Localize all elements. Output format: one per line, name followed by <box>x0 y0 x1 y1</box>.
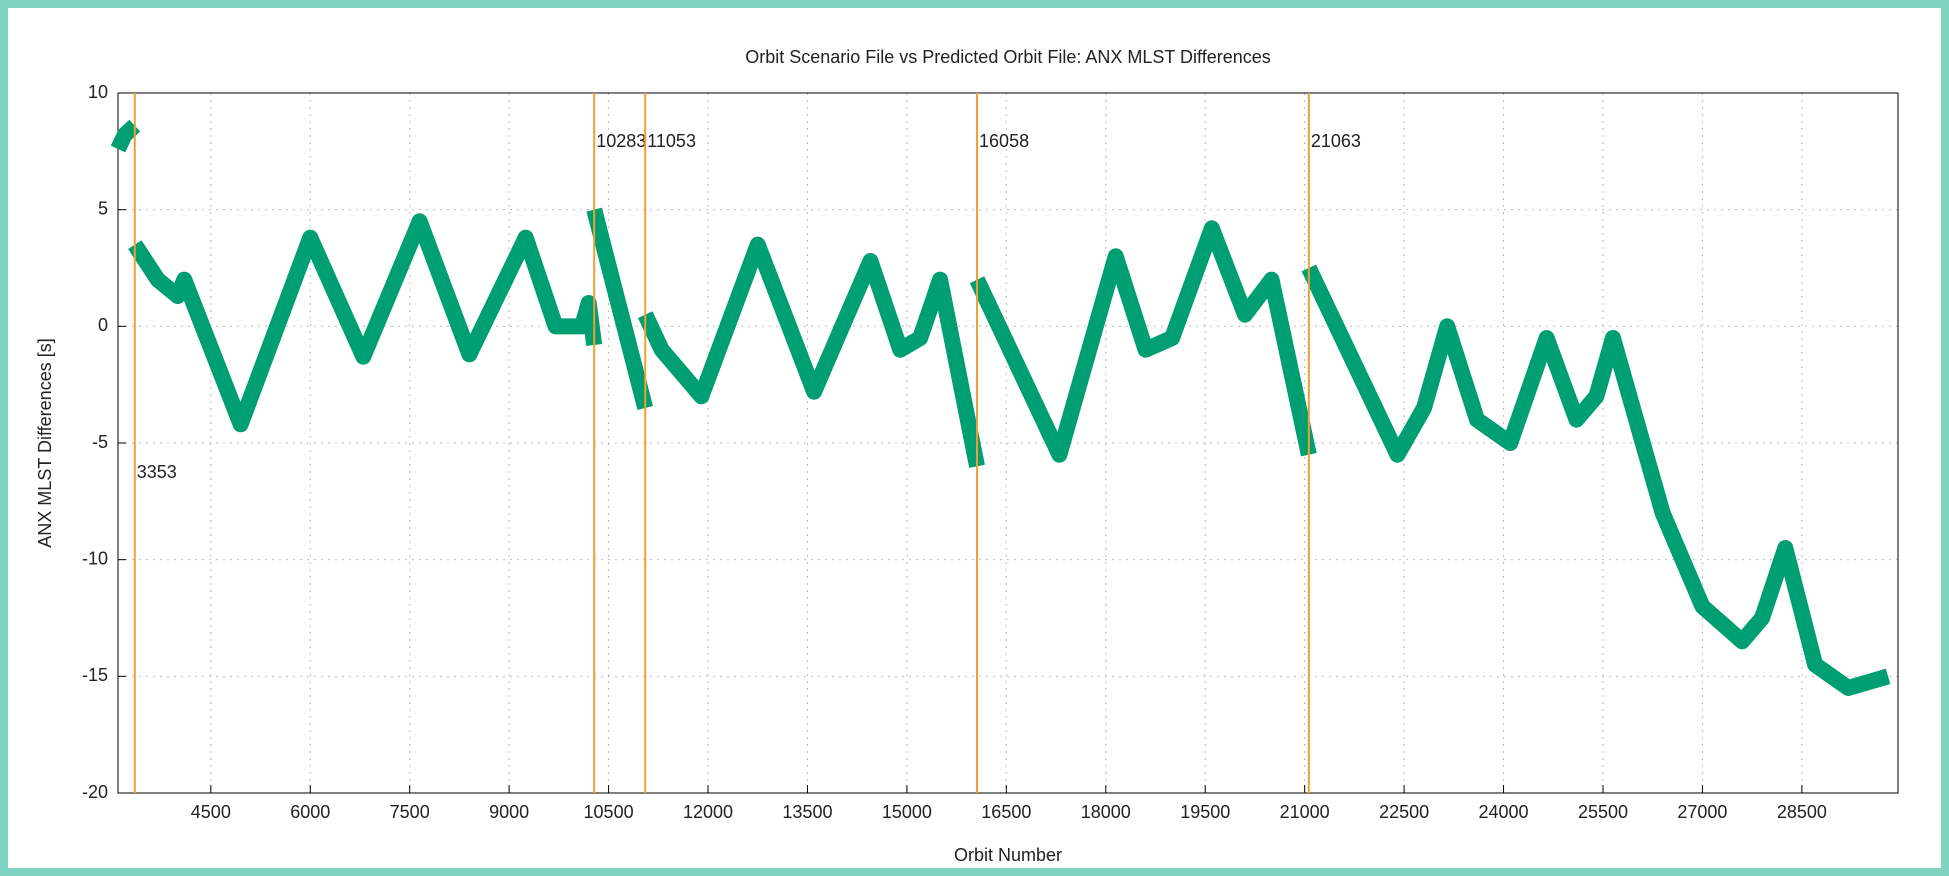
vline-label: 21063 <box>1311 131 1361 151</box>
x-tick-label: 12000 <box>683 802 733 822</box>
y-tick-label: 5 <box>98 198 108 218</box>
y-axis-label: ANX MLST Differences [s] <box>35 338 55 547</box>
vline-label: 11053 <box>647 131 696 151</box>
x-tick-label: 6000 <box>290 802 330 822</box>
y-tick-label: -5 <box>92 432 108 452</box>
x-tick-label: 4500 <box>191 802 231 822</box>
y-tick-label: -20 <box>82 782 108 802</box>
vline-label: 3353 <box>137 462 177 482</box>
data-line <box>110 119 1891 696</box>
chart-title: Orbit Scenario File vs Predicted Orbit F… <box>745 47 1271 67</box>
y-tick-label: -15 <box>82 665 108 685</box>
x-tick-label: 27000 <box>1677 802 1727 822</box>
x-axis-label: Orbit Number <box>954 845 1062 865</box>
x-tick-label: 10500 <box>584 802 634 822</box>
x-tick-label: 19500 <box>1180 802 1230 822</box>
plot-border <box>117 92 1899 794</box>
x-tick-label: 25500 <box>1578 802 1628 822</box>
x-tick-label: 28500 <box>1777 802 1827 822</box>
x-tick-label: 13500 <box>782 802 832 822</box>
y-tick-label: -10 <box>82 548 108 568</box>
vline-label: 10283 <box>596 131 646 151</box>
x-tick-label: 24000 <box>1479 802 1529 822</box>
y-tick-label: 0 <box>98 315 108 335</box>
x-tick-label: 18000 <box>1081 802 1131 822</box>
x-tick-label: 16500 <box>981 802 1031 822</box>
x-tick-label: 22500 <box>1379 802 1429 822</box>
x-tick-label: 7500 <box>390 802 430 822</box>
x-tick-label: 15000 <box>882 802 932 822</box>
x-tick-label: 9000 <box>489 802 529 822</box>
vline-label: 16058 <box>979 131 1029 151</box>
y-tick-label: 10 <box>88 82 108 102</box>
x-tick-label: 21000 <box>1280 802 1330 822</box>
